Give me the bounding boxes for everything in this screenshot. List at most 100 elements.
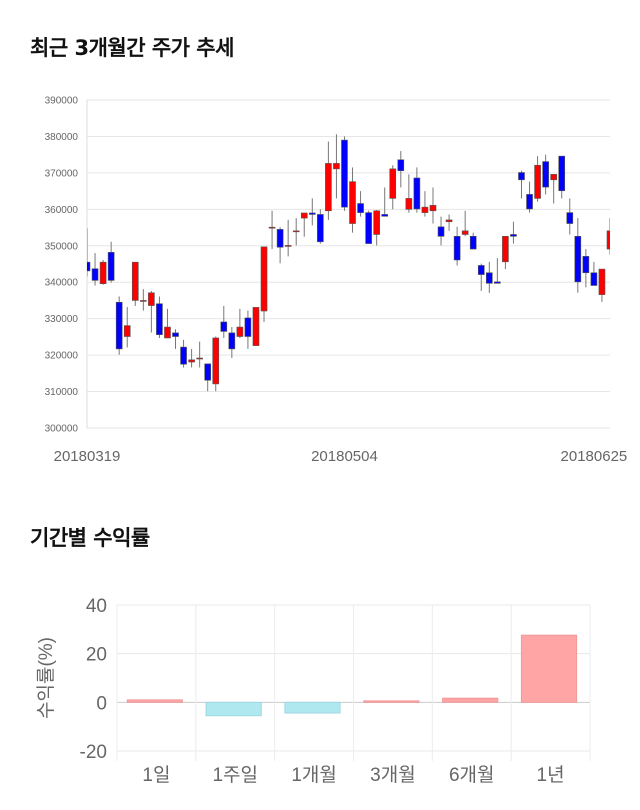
candle-down [542, 161, 549, 188]
candle-down [477, 265, 485, 275]
candle-down [486, 272, 493, 284]
candle-down [220, 321, 228, 332]
candle-up [196, 357, 203, 360]
candle-down [453, 236, 461, 261]
candle-down [413, 177, 421, 210]
bar-1주일 [205, 701, 262, 717]
y-tick-label: 330000 [45, 314, 79, 325]
y-tick-label: 320000 [45, 351, 79, 362]
candle-up [260, 246, 268, 312]
candle-up [252, 307, 260, 346]
candle-up [284, 245, 292, 247]
candle-down [558, 155, 566, 192]
candle-down [172, 332, 179, 337]
y-tick-label: 340000 [45, 278, 79, 289]
y-tick-label: 390000 [45, 96, 79, 107]
y-tick-label: -20 [80, 742, 107, 763]
y-tick-label: 20 [86, 645, 107, 666]
candle-up [131, 261, 139, 301]
x-tick-label: 3개월 [370, 764, 416, 786]
candle-up [325, 163, 332, 212]
candle-down [437, 226, 445, 237]
candle-up [333, 163, 340, 170]
x-tick-label: 20180504 [311, 448, 378, 465]
stock-trend-title: 최근 3개월간 주가 추세 [30, 36, 234, 60]
candle-down [494, 281, 501, 284]
candle-down [518, 172, 525, 181]
candle-up [405, 198, 413, 210]
candle-up [389, 168, 397, 199]
candle-up [429, 205, 437, 212]
candle-up [140, 300, 147, 302]
candle-up [123, 325, 131, 337]
candle-down [365, 212, 372, 244]
y-tick-label: 310000 [45, 387, 79, 398]
bar-1년 [520, 634, 578, 703]
candle-down [276, 229, 284, 248]
returns-title: 기간별 수익률 [30, 526, 150, 550]
candle-down [566, 212, 574, 224]
candle-down [228, 332, 236, 350]
candle-down [526, 194, 533, 210]
x-tick-label: 20180319 [54, 448, 121, 465]
candle-up [212, 337, 220, 385]
candle-down [244, 317, 252, 337]
candle-up [148, 292, 155, 306]
candle-down [381, 214, 389, 217]
candle-down [590, 272, 598, 286]
bar-6개월 [442, 697, 499, 703]
y-tick-label: 40 [86, 596, 107, 617]
candle-up [421, 206, 429, 213]
candle-up [292, 230, 300, 233]
candle-up [188, 359, 195, 363]
x-tick-label: 1주일 [212, 764, 258, 786]
candle-up [164, 326, 171, 339]
candle-down [180, 346, 187, 365]
candle-up [445, 219, 453, 223]
candle-down [582, 256, 590, 274]
candle-down [107, 252, 115, 281]
candle-down [510, 234, 517, 237]
candle-down [308, 212, 316, 215]
candle-down [115, 301, 123, 350]
candle-up [550, 174, 557, 181]
candle-up [268, 226, 276, 229]
x-tick-label: 1일 [142, 764, 170, 786]
candle-up [534, 164, 541, 199]
candle-down [156, 303, 163, 336]
candle-up [300, 212, 308, 219]
candle-down [341, 139, 348, 208]
y-tick-label: 350000 [45, 241, 79, 252]
candle-up [598, 268, 606, 295]
candle-down [397, 159, 405, 172]
candle-down [91, 268, 99, 281]
y-axis-label: 수익률(%) [35, 637, 57, 719]
candle-up [461, 230, 469, 235]
candle-down [469, 236, 477, 250]
x-tick-label: 1년 [537, 764, 565, 786]
x-tick-label: 1개월 [291, 764, 337, 786]
candle-down [574, 236, 582, 283]
bar-1개월 [284, 701, 341, 714]
y-tick-label: 380000 [45, 132, 79, 143]
candle-up [606, 230, 610, 250]
bar-3개월 [363, 700, 420, 703]
candle-down [357, 203, 364, 213]
candle-up [502, 236, 509, 263]
y-tick-label: 370000 [45, 168, 79, 179]
candle-up [236, 326, 244, 337]
candle-up [99, 261, 107, 284]
candle-up [373, 210, 380, 235]
candle-down [204, 363, 211, 381]
x-tick-label: 6개월 [449, 764, 495, 786]
y-tick-label: 0 [96, 693, 107, 714]
x-tick-label: 20180625 [561, 448, 628, 465]
candle-down [87, 261, 91, 272]
bar-1일 [126, 699, 183, 703]
y-tick-label: 360000 [45, 205, 79, 216]
candle-down [317, 214, 324, 243]
y-tick-label: 300000 [45, 424, 79, 435]
candlestick-chart: 300000 310000 320000 330000 340000 350000 3600… [45, 96, 628, 466]
candles [87, 134, 610, 392]
